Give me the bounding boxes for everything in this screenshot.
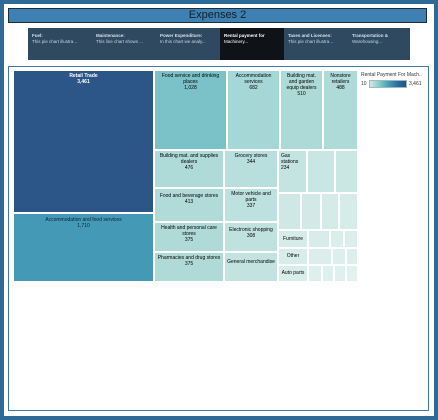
treemap-tile-small[interactable] bbox=[346, 265, 358, 282]
treemap-tile-small[interactable] bbox=[335, 150, 358, 193]
tile-label: Electronic shopping bbox=[229, 227, 273, 233]
tile-label: Motor vehicle and parts bbox=[231, 191, 271, 203]
tab-subtitle: In this chart we analy... bbox=[160, 39, 206, 44]
treemap-tile-small[interactable] bbox=[334, 265, 346, 282]
treemap-tile-electronic-shopping[interactable]: Electronic shopping 308 bbox=[224, 222, 278, 252]
tile-value-text: 413 bbox=[184, 199, 194, 205]
tab-fuel[interactable]: Fuel: This pie chart illustra... bbox=[28, 28, 92, 60]
treemap-tile-small[interactable] bbox=[332, 248, 346, 265]
tile-label: Accommodation and food services bbox=[45, 217, 122, 223]
tile-value-text: 510 bbox=[297, 91, 306, 97]
tile-label: Food service and drinking places bbox=[161, 73, 220, 85]
tab-subtitle: Machinery... bbox=[224, 39, 249, 44]
tab-title: Power Expenditure: bbox=[160, 33, 203, 38]
treemap-tile-small[interactable] bbox=[346, 248, 358, 265]
tile-value-text: 375 bbox=[184, 261, 194, 267]
treemap-tile-grocery[interactable]: Grocery stores 344 bbox=[224, 150, 278, 188]
treemap-tile-general-merchandise[interactable]: General merchandise bbox=[224, 252, 278, 282]
tile-value-text: 308 bbox=[246, 233, 256, 239]
treemap-tile-pharmacies[interactable]: Pharmacies and drug stores 375 bbox=[154, 252, 224, 282]
legend-min: 10 bbox=[361, 81, 367, 87]
tile-value-text: 344 bbox=[246, 159, 256, 165]
tab-subtitle: This pie chart illustra... bbox=[32, 39, 78, 44]
tile-value-text: 476 bbox=[184, 165, 194, 171]
tab-transportation[interactable]: Transportation & Warehousing... bbox=[348, 28, 410, 60]
treemap-tile-furniture[interactable]: Furniture bbox=[278, 230, 308, 248]
treemap-tile-small[interactable] bbox=[308, 248, 332, 265]
tile-value: 3,461 bbox=[14, 79, 153, 85]
treemap-tile-nonstore[interactable]: Nonstore retailers 488 bbox=[323, 70, 358, 150]
treemap-tile-building-supplies[interactable]: Building mat. and supplies dealers 476 bbox=[154, 150, 224, 188]
treemap-tile-small[interactable] bbox=[344, 230, 358, 248]
tile-value-text: 337 bbox=[246, 203, 256, 209]
tab-subtitle: Warehousing... bbox=[352, 39, 383, 44]
tile-value-text: 1,710 bbox=[77, 223, 90, 229]
tab-title: Transportation & bbox=[352, 33, 389, 38]
treemap-tile-small[interactable] bbox=[322, 265, 334, 282]
tab-title: Maintenance: bbox=[96, 33, 125, 38]
tile-label: Auto parts bbox=[281, 270, 305, 276]
tile-label: Pharmacies and drug stores bbox=[157, 255, 221, 261]
tile-label: Food and beverage stores bbox=[159, 193, 219, 199]
tab-title: Fuel: bbox=[32, 33, 43, 38]
treemap-tile-small[interactable] bbox=[278, 193, 301, 230]
tab-title: Taxes and Licenses: bbox=[288, 33, 332, 38]
treemap-tile-health-personal[interactable]: Health and personal care stores 375 bbox=[154, 222, 224, 252]
treemap-tile-small[interactable] bbox=[307, 150, 335, 193]
tile-value-text: 3,461 bbox=[77, 79, 90, 85]
story-tabs: Fuel: This pie chart illustra... Mainten… bbox=[28, 28, 410, 60]
treemap-tile-small[interactable] bbox=[330, 230, 344, 248]
tile-label: Nonstore retailers bbox=[330, 73, 351, 85]
tile-label: Other bbox=[286, 253, 300, 259]
tile-label: Building mat. and garden equip dealers bbox=[286, 73, 317, 91]
treemap-tile-small[interactable] bbox=[339, 193, 358, 230]
tab-power-expenditure[interactable]: Power Expenditure: In this chart we anal… bbox=[156, 28, 220, 60]
tile-value-text: 682 bbox=[249, 85, 258, 91]
tab-rental-payment[interactable]: Rental payment for Machinery... bbox=[220, 28, 284, 60]
treemap-tile-building-garden[interactable]: Building mat. and garden equip dealers 5… bbox=[280, 70, 323, 150]
tile-label: General merchandise bbox=[227, 259, 275, 265]
treemap-tile-small[interactable] bbox=[308, 265, 322, 282]
treemap-tile-motor-vehicle[interactable]: Motor vehicle and parts 337 bbox=[224, 188, 278, 222]
tile-label: Grocery stores bbox=[234, 153, 268, 159]
tile-value-text: 234 bbox=[281, 165, 290, 171]
treemap-tile-small[interactable] bbox=[321, 193, 339, 230]
tile-label: Furniture bbox=[282, 236, 303, 242]
tile-label: Accommodation services bbox=[235, 73, 272, 85]
treemap-tile-gas-stations[interactable]: Gas stations 234 bbox=[278, 150, 307, 193]
tab-maintenance[interactable]: Maintenance: This line chart shows ... bbox=[92, 28, 156, 60]
legend-title: Rental Payment For Mach.. bbox=[361, 72, 422, 78]
tile-label: Health and personal care stores bbox=[161, 225, 217, 237]
treemap-tile-auto-parts[interactable]: Auto parts bbox=[278, 265, 308, 282]
tile-label: Retail Trade bbox=[69, 73, 98, 79]
tab-taxes-licenses[interactable]: Taxes and Licenses: This pie chart illus… bbox=[284, 28, 348, 60]
tile-label: Gas stations bbox=[281, 153, 299, 165]
legend-gradient-bar bbox=[369, 80, 407, 88]
legend-max: 3,461 bbox=[409, 81, 422, 87]
tile-value-text: 1,028 bbox=[184, 85, 197, 91]
treemap-tile-other[interactable]: Other bbox=[278, 248, 308, 265]
treemap-tile-small[interactable] bbox=[301, 193, 321, 230]
color-legend: Rental Payment For Mach.. 10 3,461 bbox=[361, 72, 431, 88]
treemap-tile-food-beverage[interactable]: Food and beverage stores 413 bbox=[154, 188, 224, 222]
tile-label: Building mat. and supplies dealers bbox=[159, 153, 219, 165]
tab-title: Rental payment for bbox=[224, 33, 265, 38]
treemap-tile-food-service[interactable]: Food service and drinking places 1,028 bbox=[154, 70, 227, 150]
dashboard-title: Expenses 2 bbox=[8, 8, 427, 23]
treemap-tile-small[interactable] bbox=[308, 230, 330, 248]
tab-subtitle: This pie chart illustra... bbox=[288, 39, 334, 44]
tile-value-text: 375 bbox=[184, 237, 194, 243]
treemap-tile-accommodation-services[interactable]: Accommodation services 682 bbox=[227, 70, 280, 150]
tile-value-text: 488 bbox=[336, 85, 345, 91]
treemap-tile-accommodation-food[interactable]: Accommodation and food services 1,710 bbox=[13, 213, 154, 282]
treemap-tile-retail-trade[interactable]: Retail Trade 3,461 bbox=[13, 70, 154, 213]
tab-subtitle: This line chart shows ... bbox=[96, 39, 144, 44]
